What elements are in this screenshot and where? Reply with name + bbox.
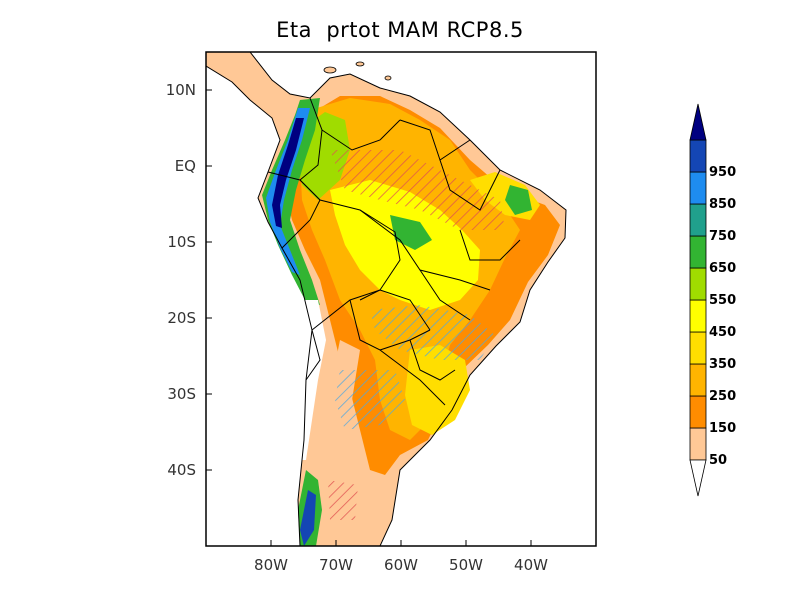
colorbar-box [689, 139, 707, 173]
hatch-argentina [335, 370, 405, 430]
region-andes-wetter [266, 108, 310, 275]
latitude-axis: 10N EQ 10S 20S 30S 40S [166, 81, 212, 479]
caribbean-islands [323, 61, 392, 81]
colorbar-min-arrow [689, 459, 707, 497]
colorbar-box [689, 171, 707, 205]
lon-tick-label: 80W [254, 556, 288, 574]
colorbar-label: 550 [709, 293, 736, 308]
map-area [206, 52, 596, 546]
hatch-amazon [330, 150, 505, 230]
colorbar: 50 150 250 350 450 550 650 750 850 950 [689, 103, 736, 497]
colorbar-label: 750 [709, 229, 736, 244]
lon-tick-label: 70W [319, 556, 353, 574]
region-south-chile-wet [300, 490, 316, 546]
region-350-450b [405, 345, 470, 435]
colorbar-box [689, 235, 707, 269]
colorbar-label: 950 [709, 165, 736, 180]
lat-tick-label: 20S [167, 309, 196, 327]
lat-tick-label: 10S [167, 233, 196, 251]
hatch-south [370, 305, 495, 360]
country-borders [206, 52, 567, 546]
colorbar-label: 650 [709, 261, 736, 276]
region-dry [296, 300, 326, 460]
lon-tick-label: 50W [449, 556, 483, 574]
colorbar-label: 850 [709, 197, 736, 212]
hatch-patagonia [328, 480, 358, 520]
map-title: Eta prtot MAM RCP8.5 [276, 18, 524, 42]
lat-tick-label: 30S [167, 385, 196, 403]
lat-tick-label: 10N [166, 81, 196, 99]
colorbar-box [689, 299, 707, 333]
colorbar-box [689, 395, 707, 429]
colorbar-box [689, 427, 707, 461]
colorbar-box [689, 331, 707, 365]
region-green-ne [505, 185, 532, 215]
longitude-axis: 80W 70W 60W 50W 40W [254, 540, 548, 574]
colorbar-box [689, 203, 707, 237]
colorbar-label: 50 [709, 453, 727, 468]
lon-tick-label: 60W [384, 556, 418, 574]
lon-tick-label: 40W [514, 556, 548, 574]
colorbar-max-arrow [689, 103, 707, 141]
colorbar-box [689, 363, 707, 397]
colorbar-label: 250 [709, 389, 736, 404]
colorbar-label: 150 [709, 421, 736, 436]
colorbar-label: 450 [709, 325, 736, 340]
colorbar-box [689, 267, 707, 301]
region-andes-wet [262, 98, 320, 305]
lat-tick-label: EQ [175, 157, 196, 175]
region-andes-wettest [272, 118, 304, 228]
lat-tick-label: 40S [167, 461, 196, 479]
colorbar-label: 350 [709, 357, 736, 372]
